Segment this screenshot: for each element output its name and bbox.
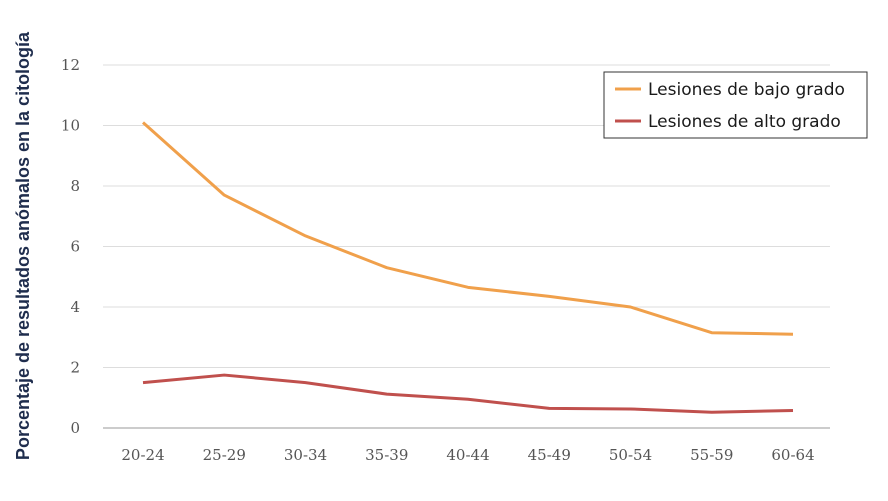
gridlines (103, 64, 830, 429)
x-tick-label: 40-44 (446, 446, 489, 464)
x-tick-labels: 20-24 25-29 30-34 35-39 40-44 45-49 50-54 55-59… (121, 446, 814, 464)
legend-box (603, 71, 868, 139)
y-tick-label: 10 (61, 117, 80, 135)
y-tick-label: 4 (70, 298, 80, 316)
y-axis-label: Porcentaje de resultados anómalos en la … (13, 31, 33, 460)
x-tick-label: 20-24 (121, 446, 164, 464)
series-lines (142, 121, 794, 414)
x-tick-label: 55-59 (690, 446, 733, 464)
legend: Lesiones de bajo grado Lesiones de alto g… (603, 71, 868, 139)
x-tick-label: 35-39 (365, 446, 408, 464)
series-line-1 (142, 121, 794, 336)
x-tick-label: 45-49 (528, 446, 571, 464)
y-tick-label: 0 (70, 419, 80, 437)
y-tick-label: 6 (70, 238, 80, 256)
series-line-2 (142, 373, 794, 414)
x-tick-label: 30-34 (284, 446, 327, 464)
legend-label-1: Lesiones de bajo grado (648, 80, 845, 100)
legend-label-2: Lesiones de alto grado (648, 112, 841, 132)
y-tick-label: 2 (70, 359, 80, 377)
x-tick-label: 50-54 (609, 446, 652, 464)
x-tick-label: 25-29 (203, 446, 246, 464)
y-tick-label: 8 (70, 177, 80, 195)
x-tick-label: 60-64 (771, 446, 814, 464)
y-tick-labels: 0 2 4 6 8 10 12 (61, 56, 80, 437)
y-tick-label: 12 (61, 56, 80, 74)
